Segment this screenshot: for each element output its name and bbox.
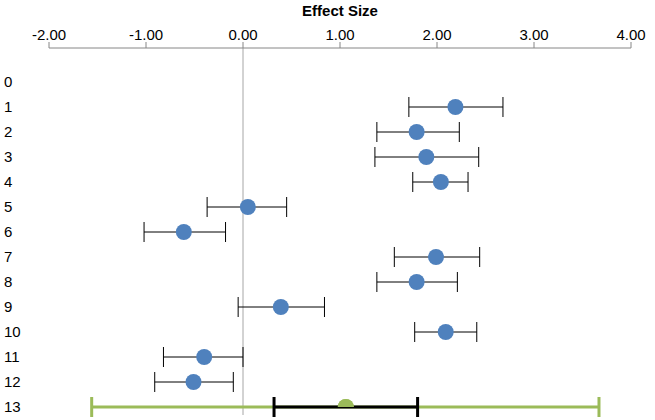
svg-text:-2.00: -2.00 xyxy=(32,26,66,43)
svg-text:3: 3 xyxy=(8,148,12,165)
svg-text:12: 12 xyxy=(8,373,21,390)
svg-text:4.00: 4.00 xyxy=(616,26,645,43)
svg-text:3.00: 3.00 xyxy=(519,26,548,43)
svg-text:6: 6 xyxy=(8,223,12,240)
svg-text:7: 7 xyxy=(8,248,12,265)
svg-text:4: 4 xyxy=(8,173,12,190)
html-text:Effect Size: Effect Size xyxy=(302,2,378,19)
svg-text:0.00: 0.00 xyxy=(228,26,257,43)
svg-text:9: 9 xyxy=(8,298,12,315)
svg-text:-1.00: -1.00 xyxy=(129,26,163,43)
svg-text:2.00: 2.00 xyxy=(422,26,451,43)
svg-text:1.00: 1.00 xyxy=(325,26,354,43)
svg-text:2: 2 xyxy=(8,123,12,140)
svg-text:13: 13 xyxy=(8,398,21,415)
svg-text:5: 5 xyxy=(8,198,12,215)
svg-text:10: 10 xyxy=(8,323,21,340)
svg-text:1: 1 xyxy=(8,98,12,115)
svg-text:0: 0 xyxy=(8,73,12,90)
svg-text:8: 8 xyxy=(8,273,12,290)
svg-text:11: 11 xyxy=(8,348,20,365)
